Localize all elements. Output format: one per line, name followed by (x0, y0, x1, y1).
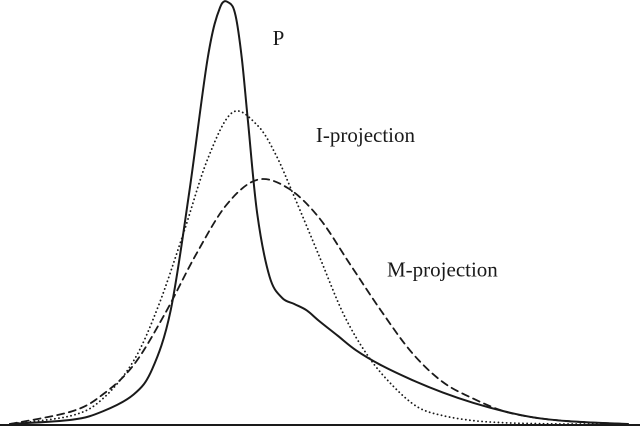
curve-i-projection (9, 110, 629, 425)
labels-group: P I-projection M-projection (273, 26, 499, 282)
curve-p (9, 0, 629, 425)
curve-m-projection (9, 178, 629, 425)
curves-group (9, 0, 629, 425)
label-i-projection: I-projection (316, 123, 416, 147)
label-m-projection: M-projection (387, 258, 498, 282)
label-p: P (273, 26, 285, 50)
